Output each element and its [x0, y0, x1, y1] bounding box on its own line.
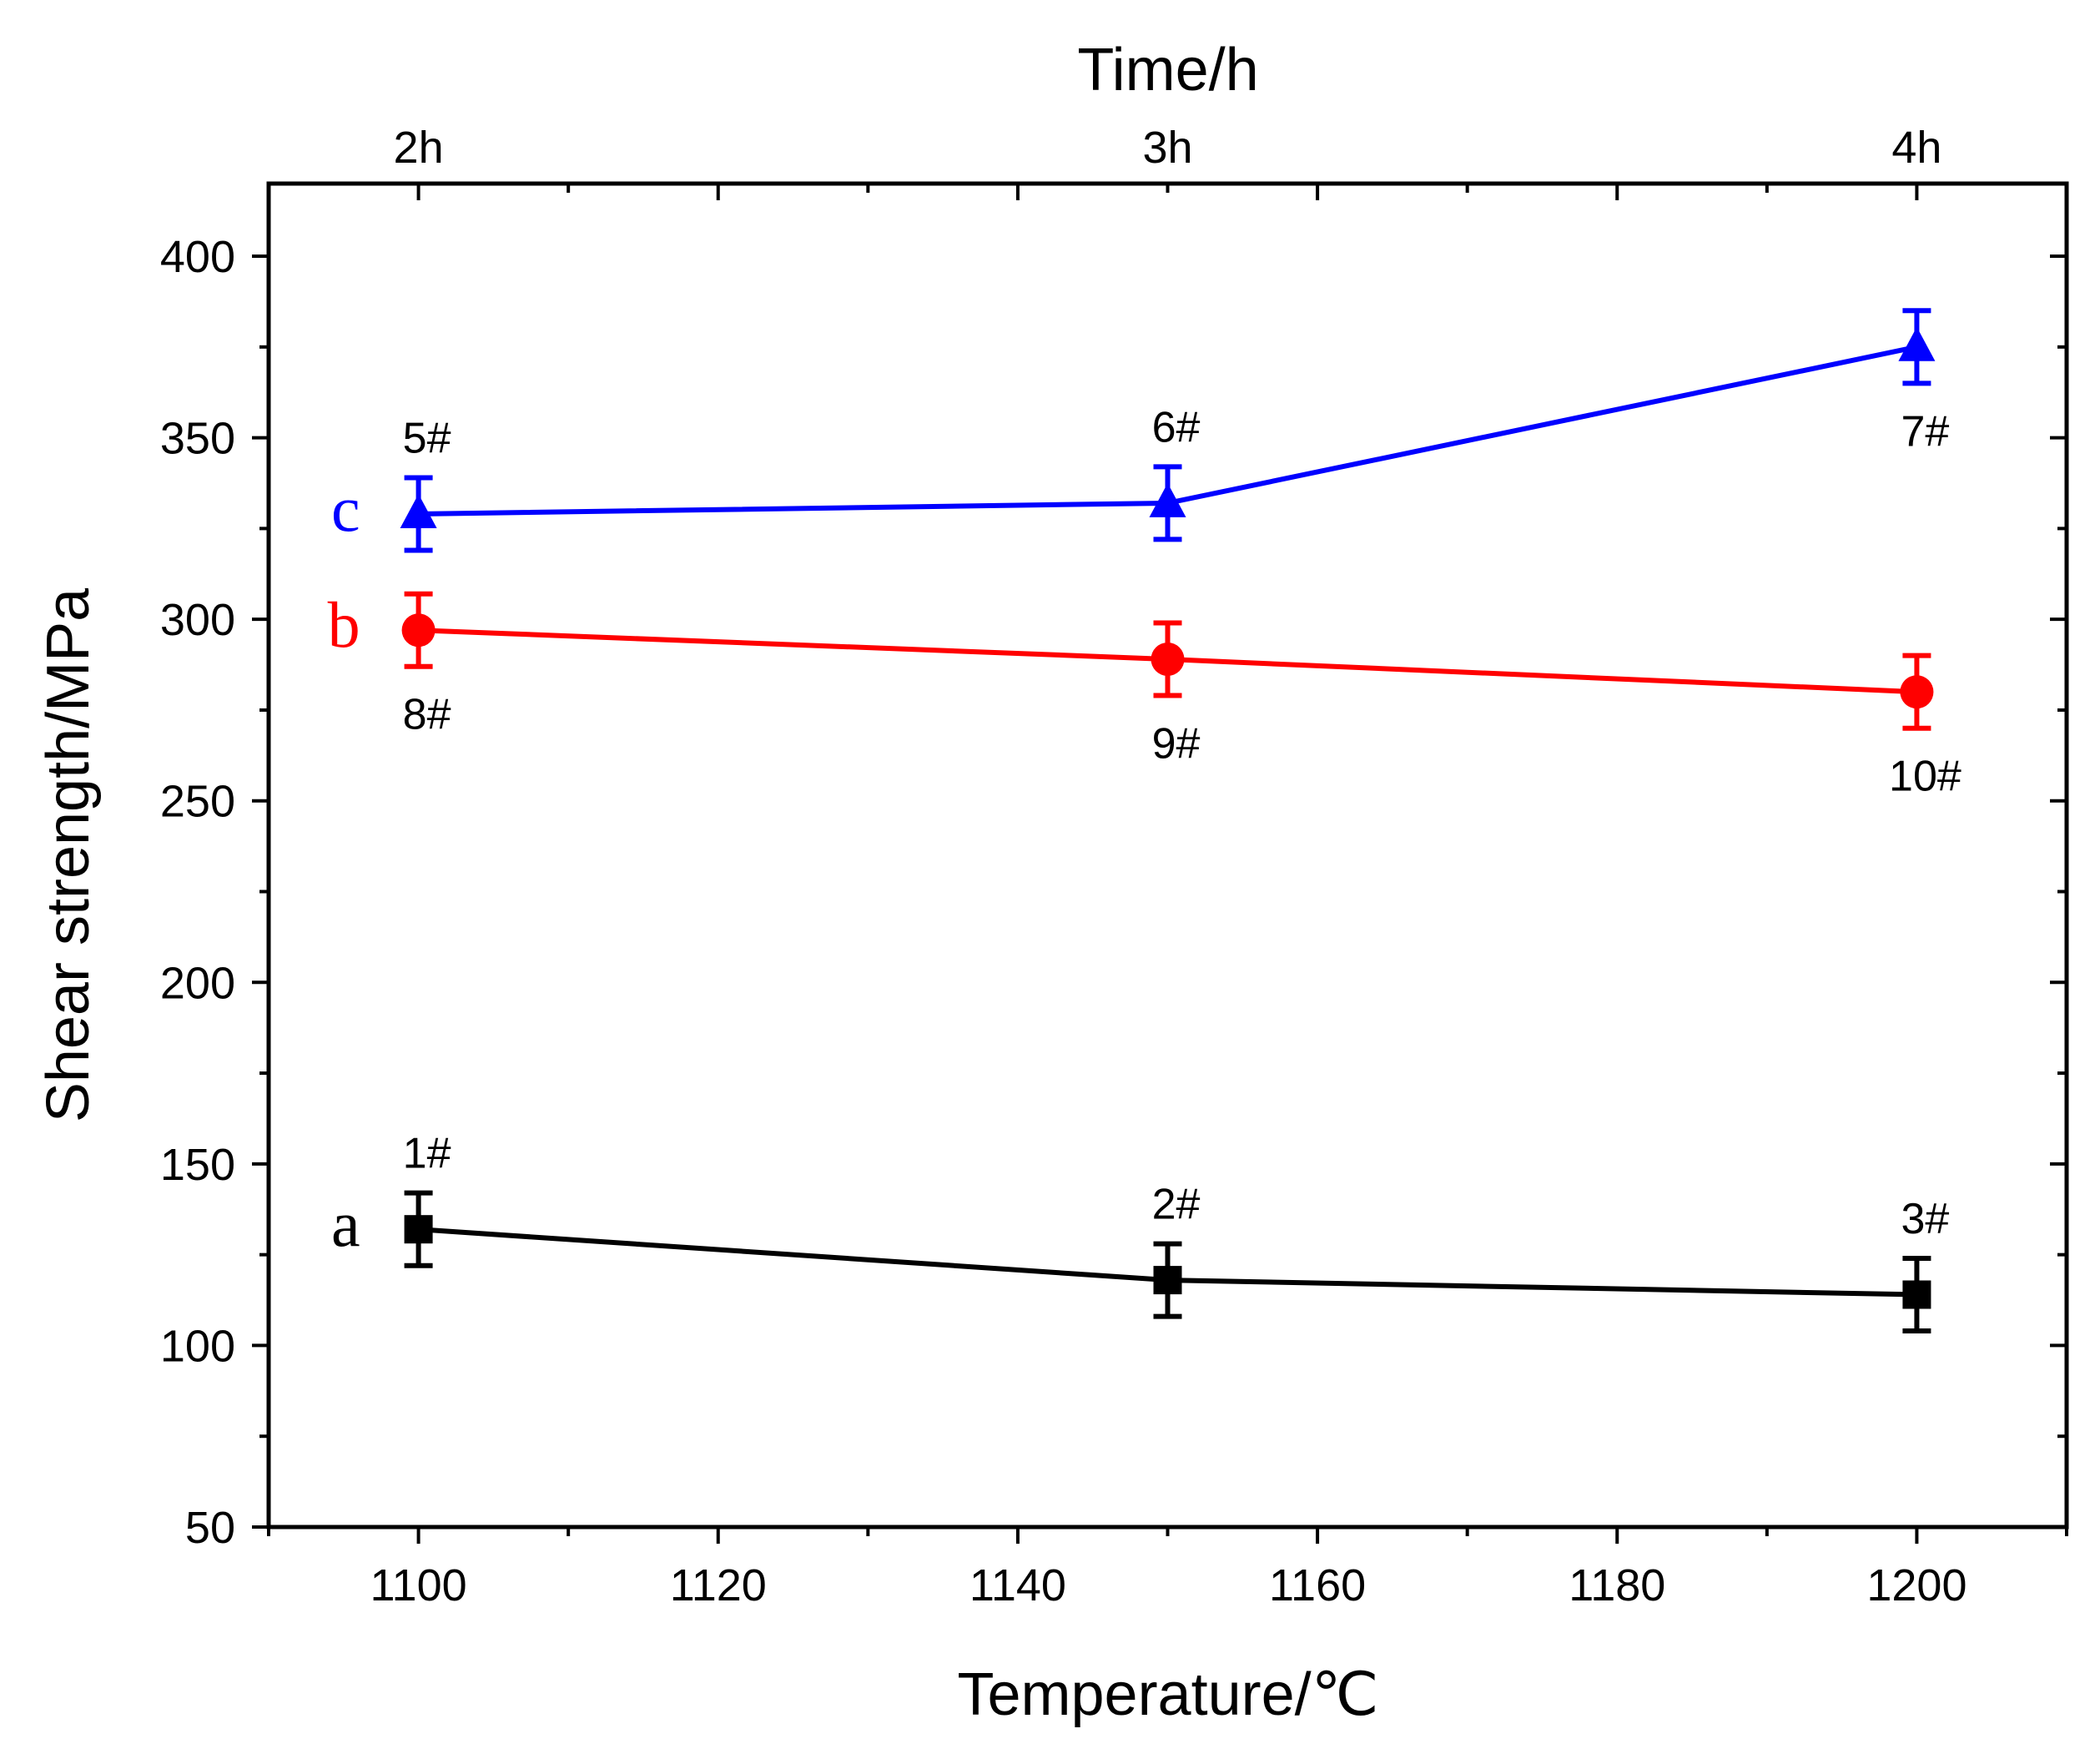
series-name-label: c	[331, 472, 360, 545]
data-point-square	[404, 1215, 433, 1244]
top-axis-title: Time/h	[1077, 37, 1258, 103]
series-layer: 1# 2# 3# a 8# 9# 10# b 5# 6# 7# c	[328, 308, 1962, 1334]
top-tick-label: 2h	[394, 123, 444, 173]
data-point-square	[1153, 1266, 1182, 1295]
point-label: 5#	[403, 414, 451, 462]
x-tick-label: 1100	[370, 1560, 467, 1610]
x-tick-label: 1120	[670, 1560, 767, 1610]
series-c: 5# 6# 7# c	[331, 308, 1949, 553]
y-axis-title: Shear strength/MPa	[35, 587, 102, 1122]
point-label: 1#	[403, 1130, 451, 1178]
x-tick-label: 1180	[1569, 1560, 1665, 1610]
data-point-circle	[401, 613, 436, 648]
y-tick-label: 350	[160, 414, 235, 464]
top-tick-label: 4h	[1891, 123, 1941, 173]
point-label: 3#	[1901, 1195, 1949, 1243]
point-label: 6#	[1152, 403, 1201, 451]
series-a: 1# 2# 3# a	[331, 1130, 1949, 1334]
x-tick-label: 1200	[1866, 1560, 1967, 1610]
series-name-label: a	[331, 1187, 360, 1260]
y-tick-label: 100	[160, 1321, 235, 1371]
y-tick-label: 150	[160, 1140, 235, 1190]
data-point-triangle	[1898, 326, 1936, 361]
y-tick-label: 400	[160, 232, 235, 282]
point-label: 7#	[1901, 407, 1949, 456]
data-point-triangle	[1149, 482, 1186, 517]
y-tick-label: 250	[160, 777, 235, 827]
data-point-triangle	[400, 493, 437, 528]
x-tick-label: 1160	[1269, 1560, 1366, 1610]
data-point-circle	[1151, 643, 1185, 677]
y-tick-label: 50	[185, 1503, 235, 1553]
x-axis-title: Temperature/℃	[957, 1661, 1378, 1728]
point-label: 10#	[1889, 753, 1962, 801]
point-label: 8#	[403, 691, 451, 739]
point-label: 2#	[1152, 1181, 1201, 1229]
series-b: 8# 9# 10# b	[328, 588, 1962, 800]
top-tick-label: 3h	[1142, 123, 1192, 173]
y-tick-label: 300	[160, 595, 235, 645]
plot-frame	[266, 181, 2069, 1530]
axis-ticks: 1100 1120 1140 1160 1180 1200 50 100 150 200 250 30…	[160, 123, 2068, 1610]
data-point-circle	[1900, 675, 1934, 709]
x-tick-label: 1140	[969, 1560, 1066, 1610]
data-point-square	[1902, 1280, 1931, 1309]
point-label: 9#	[1152, 720, 1201, 769]
y-tick-label: 200	[160, 958, 235, 1008]
series-name-label: b	[328, 588, 360, 661]
